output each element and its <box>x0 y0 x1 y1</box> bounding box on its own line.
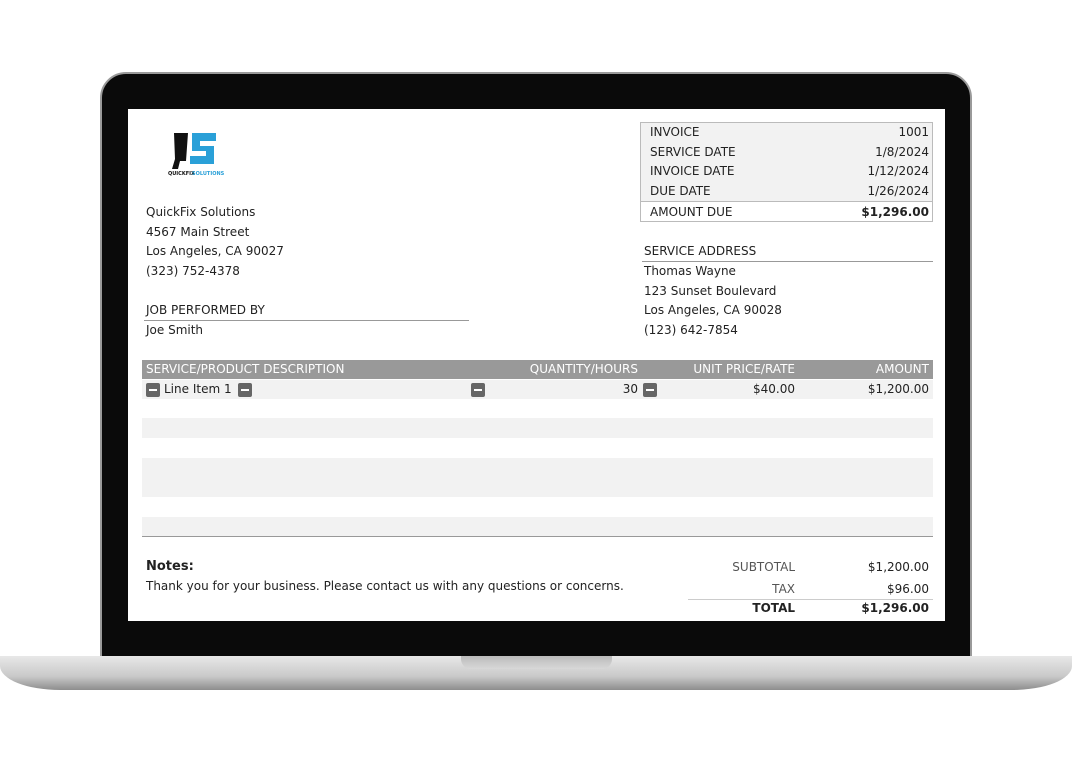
header-amount: AMOUNT <box>875 362 929 376</box>
job-performed-label: JOB PERFORMED BY <box>146 303 265 317</box>
empty-row <box>142 458 933 497</box>
invoice-label: INVOICE <box>650 125 700 139</box>
amount-due-label: AMOUNT DUE <box>650 205 733 219</box>
company-phone: (323) 752-4378 <box>146 264 240 278</box>
notes-text: Thank you for your business. Please cont… <box>146 579 624 593</box>
remove-icon[interactable] <box>471 383 485 397</box>
invoice-date-label: INVOICE DATE <box>650 164 735 178</box>
tax-label: TAX <box>772 582 795 596</box>
technician-name: Joe Smith <box>146 323 204 337</box>
table-row <box>142 380 933 399</box>
table-header <box>142 360 933 379</box>
header-quantity: QUANTITY/HOURS <box>529 362 638 376</box>
laptop-notch <box>461 656 612 669</box>
amount-due: $1,296.00 <box>861 205 929 219</box>
client-city: Los Angeles, CA 90028 <box>644 303 782 317</box>
header-description: SERVICE/PRODUCT DESCRIPTION <box>146 362 345 376</box>
service-address-label: SERVICE ADDRESS <box>644 244 757 258</box>
remove-icon[interactable] <box>238 383 252 397</box>
invoice-number: 1001 <box>898 125 929 139</box>
line-item-rate[interactable]: $40.00 <box>753 382 795 396</box>
total-label: TOTAL <box>752 601 795 615</box>
due-date-label: DUE DATE <box>650 184 711 198</box>
subtotal: $1,200.00 <box>867 560 929 574</box>
subtotal-label: SUBTOTAL <box>732 560 795 574</box>
client-phone: (123) 642-7854 <box>644 323 738 337</box>
divider <box>642 261 933 262</box>
company-street: 4567 Main Street <box>146 225 250 239</box>
divider <box>144 320 469 321</box>
notes-label: Notes: <box>146 559 194 574</box>
divider <box>688 599 933 600</box>
company-logo: QUICKFIX SOLUTIONS <box>168 127 228 177</box>
service-date: 1/8/2024 <box>875 145 929 159</box>
client-street: 123 Sunset Boulevard <box>644 284 777 298</box>
service-date-label: SERVICE DATE <box>650 145 736 159</box>
line-item-amount: $1,200.00 <box>867 382 929 396</box>
line-item-description[interactable]: Line Item 1 <box>164 382 232 396</box>
client-name: Thomas Wayne <box>644 264 736 278</box>
company-city: Los Angeles, CA 90027 <box>146 244 284 258</box>
line-item-quantity[interactable]: 30 <box>622 382 638 396</box>
amount-due-row <box>640 201 933 222</box>
tax: $96.00 <box>887 582 929 596</box>
svg-text:SOLUTIONS: SOLUTIONS <box>192 171 225 177</box>
invoice-date: 1/12/2024 <box>867 164 929 178</box>
svg-text:QUICKFIX: QUICKFIX <box>168 171 195 177</box>
logo-icon: QUICKFIX SOLUTIONS <box>168 133 225 177</box>
header-rate: UNIT PRICE/RATE <box>693 362 795 376</box>
company-name: QuickFix Solutions <box>146 205 256 219</box>
invoice-screen: QUICKFIX SOLUTIONS QuickFix Solutions 45… <box>128 109 945 621</box>
total: $1,296.00 <box>861 601 929 615</box>
remove-icon[interactable] <box>643 383 657 397</box>
due-date: 1/26/2024 <box>867 184 929 198</box>
divider <box>142 536 933 537</box>
remove-row-icon[interactable] <box>146 383 160 397</box>
empty-row <box>142 517 933 536</box>
empty-row <box>142 418 933 438</box>
